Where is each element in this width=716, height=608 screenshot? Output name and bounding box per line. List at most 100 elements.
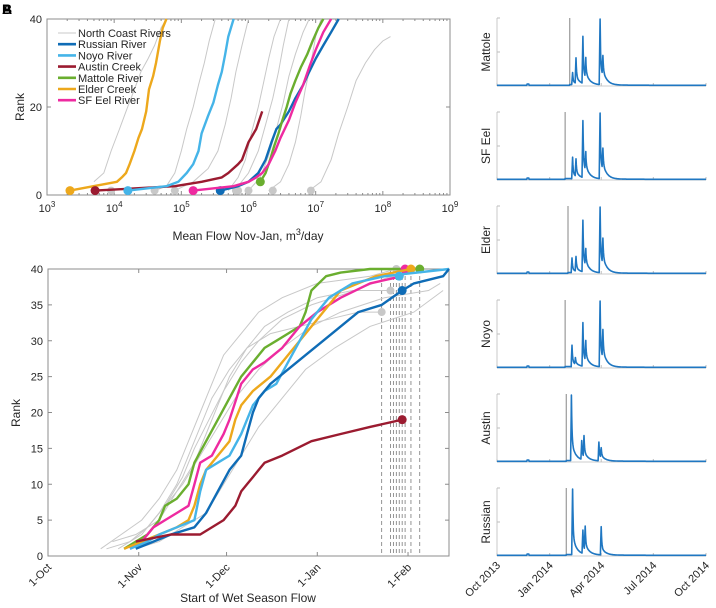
x-tick-label: 1-Feb bbox=[385, 562, 414, 591]
highlighted-series bbox=[65, 18, 340, 196]
x-tick-label: Oct 2014 bbox=[672, 560, 712, 600]
panel-letter-a: A bbox=[2, 1, 12, 17]
series-marker-mattole bbox=[255, 177, 265, 187]
x-tick-label: 104 bbox=[106, 200, 123, 215]
series-line-sfeel bbox=[193, 18, 333, 192]
panel-label: Russian bbox=[479, 500, 493, 543]
y-tick-label: 20 bbox=[31, 408, 43, 420]
x-tick-label: 1-Oct bbox=[27, 562, 55, 590]
y-axis-label: Rank bbox=[13, 92, 27, 121]
series-line-russian bbox=[135, 268, 450, 550]
wet-season-start-rank-chart: 1-Oct 1-Nov 1-Dec 1-Jan 1-Feb 0 5 10 15 20 25 30 35 4… bbox=[9, 264, 450, 605]
series-marker-sfeel bbox=[188, 186, 198, 196]
north-coast-line bbox=[93, 18, 167, 183]
series-marker-noyo bbox=[394, 271, 404, 281]
north-coast-line bbox=[100, 268, 397, 550]
series-line-russian bbox=[220, 18, 340, 192]
hydrograph-line bbox=[496, 18, 707, 87]
y-axis-label: Rank bbox=[9, 398, 23, 427]
series-marker-noyo bbox=[123, 186, 133, 196]
panel-label: Austin bbox=[479, 411, 493, 444]
north-coast-marker bbox=[386, 286, 395, 295]
north-coast-marker bbox=[377, 308, 386, 317]
north-coast-marker bbox=[306, 186, 315, 195]
y-tick-label: 25 bbox=[31, 372, 43, 384]
panel-label: Noyo bbox=[479, 320, 493, 348]
legend-label-elder: Elder Creek bbox=[78, 84, 137, 96]
y-tick-label: 20 bbox=[30, 102, 42, 114]
x-tick-label: Apr 2014 bbox=[567, 560, 607, 600]
series-line-mattole bbox=[123, 267, 420, 550]
north-coast-line bbox=[106, 275, 391, 550]
y-tick-label: 0 bbox=[37, 551, 43, 563]
x-axis-label: Mean Flow Nov-Jan, m3/day bbox=[172, 227, 323, 243]
x-tick-label: 106 bbox=[240, 200, 257, 215]
legend-label-sfeel: SF Eel River bbox=[78, 95, 140, 107]
north-coast-marker bbox=[170, 186, 179, 195]
y-tick-label: 0 bbox=[36, 190, 42, 202]
series-line-noyo bbox=[129, 267, 450, 550]
dashed-reference-lines bbox=[381, 269, 421, 556]
series-line-sfeel bbox=[129, 268, 407, 550]
x-tick-label: 1-Nov bbox=[116, 561, 146, 591]
x-axis-label: Start of Wet Season Flow bbox=[180, 591, 316, 605]
x-tick-label: 109 bbox=[442, 200, 459, 215]
legend-label-north_coast: North Coast Rivers bbox=[78, 28, 171, 40]
hydrograph-panel-elder: Elder bbox=[479, 205, 707, 275]
north-coast-line bbox=[227, 18, 281, 191]
x-tick-label: 108 bbox=[374, 200, 391, 215]
y-tick-label: 10 bbox=[31, 479, 43, 491]
hydrograph-panels: Mattole SF Eel Elder Noyo Austin Russian Oct 2… bbox=[463, 17, 712, 600]
series-line-elder bbox=[69, 18, 168, 192]
highlighted-series bbox=[123, 264, 450, 550]
hydrograph-panel-mattole: Mattole bbox=[479, 17, 707, 87]
north-coast-line bbox=[308, 36, 391, 192]
series-marker-austin bbox=[90, 186, 100, 196]
north-coast-line bbox=[268, 18, 322, 192]
north-coast-line bbox=[237, 18, 290, 187]
x-tick-label: Jan 2014 bbox=[515, 560, 555, 600]
x-tick-label: 1-Jan bbox=[295, 562, 323, 590]
hydrograph-line bbox=[496, 488, 707, 557]
x-tick-label: 103 bbox=[39, 200, 56, 215]
hydrograph-line bbox=[496, 394, 707, 463]
hydrograph-line bbox=[496, 300, 707, 369]
hydrograph-line bbox=[496, 112, 707, 181]
y-tick-label: 35 bbox=[31, 300, 43, 312]
series-marker-elder bbox=[406, 264, 416, 274]
north-coast-marker bbox=[244, 186, 253, 195]
north-coast-line bbox=[117, 311, 382, 550]
panel-letter-b: B bbox=[2, 1, 12, 17]
y-tick-label: 30 bbox=[31, 336, 43, 348]
legend-label-austin: Austin Creek bbox=[78, 62, 141, 74]
hydrograph-panel-noyo: Noyo bbox=[479, 299, 707, 369]
mean-flow-rank-chart: 103 104 105 106 107 108 109 0 20 40 Mean Flow Nov… bbox=[13, 14, 459, 243]
legend-label-russian: Russian River bbox=[78, 39, 147, 51]
x-tick-label: Jul 2014 bbox=[622, 560, 660, 598]
north-coast-line bbox=[154, 18, 216, 192]
axes: 1-Oct 1-Nov 1-Dec 1-Jan 1-Feb 0 5 10 15 20 25 30 35 4… bbox=[27, 264, 450, 591]
north-coast-background-series bbox=[93, 18, 391, 195]
y-tick-label: 15 bbox=[31, 443, 43, 455]
hydrograph-panel-austin: Austin bbox=[479, 393, 707, 463]
hydrograph-panel-russian: Russian bbox=[479, 487, 707, 557]
x-tick-label: 105 bbox=[173, 200, 190, 215]
y-tick-label: 5 bbox=[37, 515, 43, 527]
series-marker-russian bbox=[397, 286, 407, 296]
north-coast-background-series bbox=[100, 265, 444, 550]
north-coast-marker bbox=[234, 186, 243, 195]
series-line-mattole bbox=[259, 18, 325, 183]
north-coast-marker bbox=[268, 186, 277, 195]
series-marker-austin bbox=[397, 415, 407, 425]
north-coast-line bbox=[135, 290, 444, 550]
hydrograph-panel-sf-eel: SF Eel bbox=[479, 111, 707, 181]
series-line-noyo bbox=[127, 18, 235, 192]
series-marker-elder bbox=[65, 186, 75, 196]
north-coast-line bbox=[248, 18, 310, 191]
panel-label: SF Eel bbox=[479, 128, 493, 164]
plot-frame bbox=[47, 268, 450, 557]
north-coast-line bbox=[174, 18, 249, 192]
x-tick-label: Oct 2013 bbox=[463, 560, 503, 600]
